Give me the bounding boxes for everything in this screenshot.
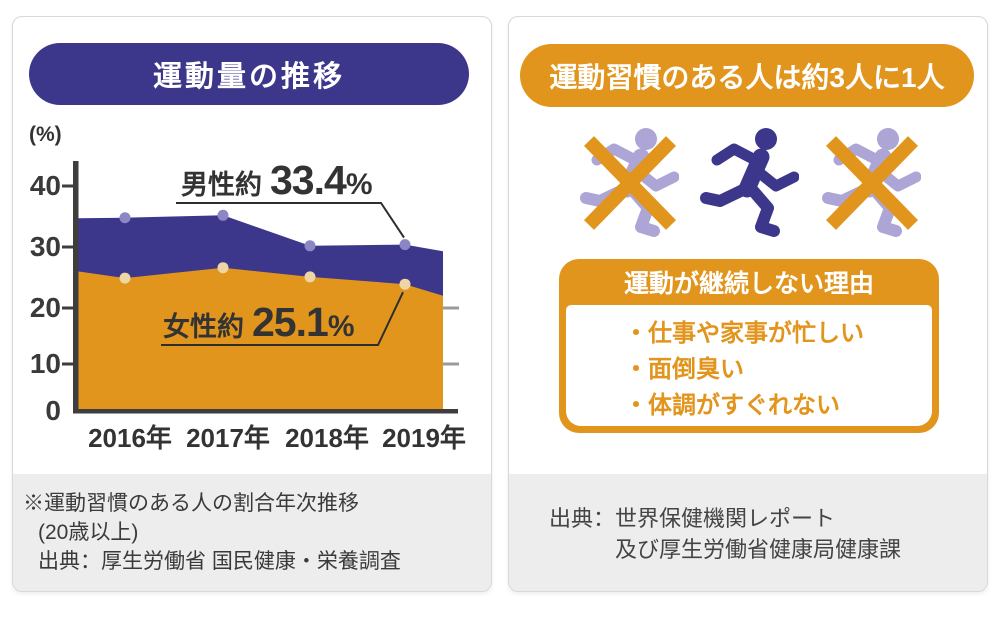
x-tick-2016: 2016年 xyxy=(88,423,172,453)
y-tick-0: 0 xyxy=(45,395,61,426)
reason-item-2: ・面倒臭い xyxy=(624,356,744,383)
trend-area-chart xyxy=(62,161,459,414)
exercise-habit-card: 運動習慣のある人は約3人に1人 運動が継続しない理由 ・仕事や家事が忙しい ・面… xyxy=(508,16,988,592)
reason-item-3: ・体調がすぐれない xyxy=(624,392,840,419)
source-line-1: 出典：世界保健機関レポート xyxy=(549,506,836,531)
x-tick-2017: 2017年 xyxy=(186,423,270,453)
male-value-callout: 男性約 33.4 % xyxy=(181,157,373,204)
y-tick-10: 10 xyxy=(29,348,61,379)
source-line-2: 及び厚生労働省健康局健康課 xyxy=(615,537,902,562)
x-tick-2018: 2018年 xyxy=(285,423,369,453)
reason-box-title: 運動が継続しない理由 xyxy=(623,270,874,298)
right-title: 運動習慣のある人は約3人に1人 xyxy=(549,61,945,93)
x-tick-2019: 2019年 xyxy=(382,423,466,453)
footnote-line-2: (20歳以上) xyxy=(38,521,139,544)
female-callout-value: 25.1 xyxy=(252,299,329,345)
male-callout-value: 33.4 xyxy=(270,157,347,203)
left-title-pill: 運動量の推移 xyxy=(29,43,469,105)
male-callout-unit: % xyxy=(345,168,373,201)
runner-crossed-icon xyxy=(821,125,922,240)
left-title: 運動量の推移 xyxy=(152,61,345,93)
y-tick-30: 30 xyxy=(29,231,61,262)
footnote-line-3: 出典：厚生労働省 国民健康・栄養調査 xyxy=(38,550,401,573)
female-value-callout: 女性約 25.1 % xyxy=(163,299,355,346)
reason-item-1: ・仕事や家事が忙しい xyxy=(624,320,864,347)
left-card-footer xyxy=(13,474,491,591)
right-card-footer xyxy=(509,474,987,591)
y-axis-unit-label: (%) xyxy=(29,123,62,146)
reason-box-body: ・仕事や家事が忙しい ・面倒臭い ・体調がすぐれない xyxy=(566,305,932,426)
y-tick-20: 20 xyxy=(29,292,61,323)
female-callout-prefix: 女性約 xyxy=(163,312,244,342)
exercise-trend-card: 運動量の推移 (%) 40 30 20 10 0 2016年 2017年 201… xyxy=(12,16,492,592)
runner-crossed-icon xyxy=(579,125,680,240)
right-source: 出典：世界保健機関レポート 及び厚生労働省健康局健康課 xyxy=(549,503,901,565)
left-footnote: ※運動習慣のある人の割合年次推移 (20歳以上) 出典：厚生労働省 国民健康・栄… xyxy=(23,489,401,576)
female-callout-unit: % xyxy=(327,310,355,343)
footnote-line-1: ※運動習慣のある人の割合年次推移 xyxy=(23,492,359,515)
y-tick-40: 40 xyxy=(29,170,61,201)
runner-icon xyxy=(699,125,800,240)
reason-box: 運動が継続しない理由 ・仕事や家事が忙しい ・面倒臭い ・体調がすぐれない xyxy=(559,259,939,433)
male-callout-prefix: 男性約 xyxy=(181,170,262,200)
right-title-pill: 運動習慣のある人は約3人に1人 xyxy=(520,44,974,107)
